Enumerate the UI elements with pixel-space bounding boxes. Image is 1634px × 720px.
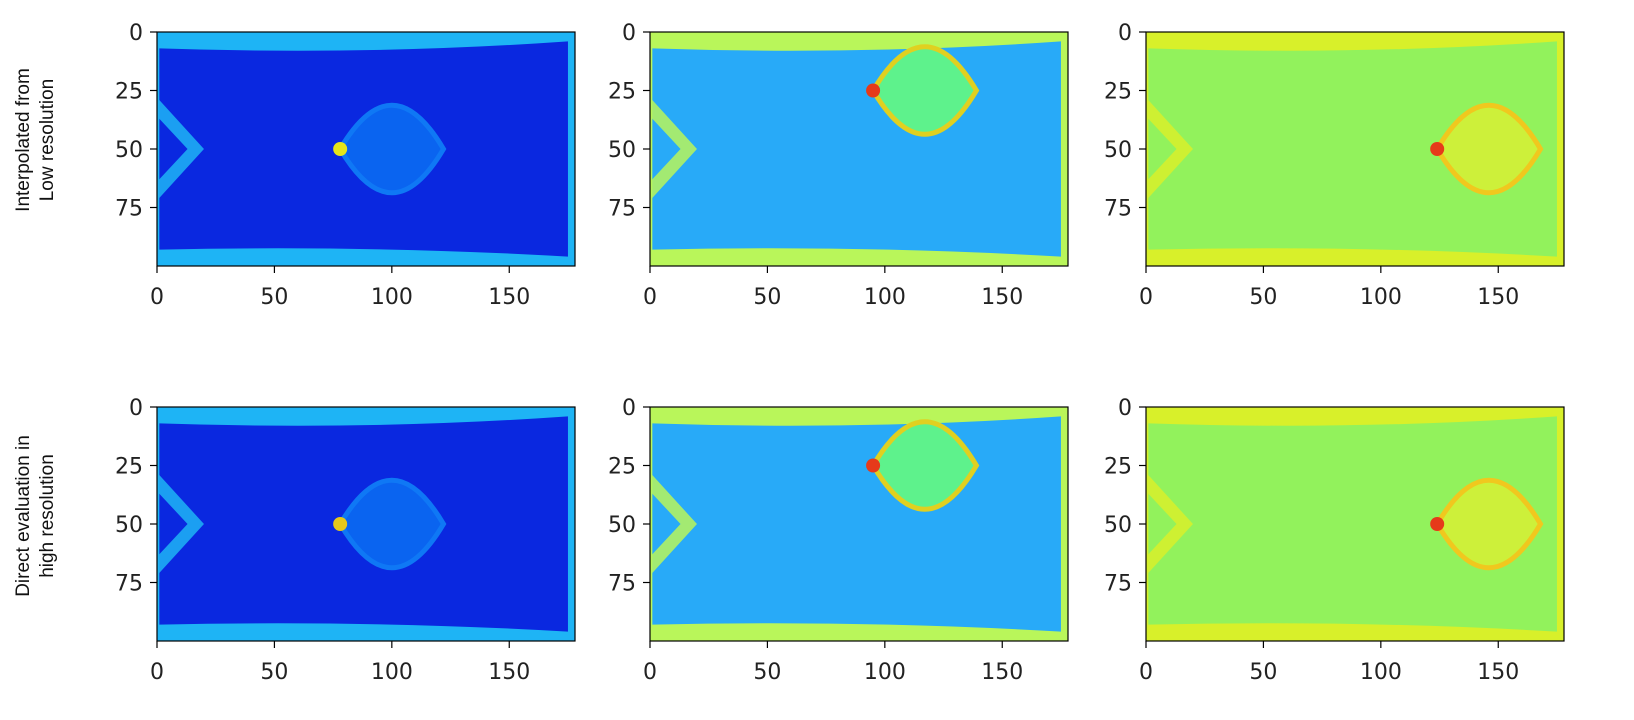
interior-field <box>652 416 1061 632</box>
left-chevron <box>157 472 204 576</box>
y-tick-label: 25 <box>1104 455 1132 480</box>
x-tick-label: 0 <box>150 285 164 310</box>
x-tick-label: 50 <box>260 660 288 685</box>
interior-field <box>1148 416 1557 632</box>
hotspot-point <box>1430 142 1445 156</box>
body-outline <box>870 44 980 137</box>
hotspot-point <box>333 142 348 156</box>
left-chevron <box>1146 472 1193 576</box>
y-tick-label: 50 <box>115 513 143 538</box>
y-tick-label: 50 <box>115 138 143 163</box>
heatmap-panel-5: 0 50 100 150 0 25 50 75 <box>608 396 1069 685</box>
heatmap-panel-1: 0 50 100 150 0 25 50 75 <box>115 21 576 310</box>
heatmap-field <box>650 407 1068 641</box>
left-chevron <box>1146 97 1193 201</box>
body-outline <box>1434 477 1544 571</box>
heatmap-field <box>1146 407 1564 641</box>
x-tick-label: 0 <box>643 285 657 310</box>
x-tick-label: 100 <box>371 285 413 310</box>
y-tick-label: 50 <box>1104 138 1132 163</box>
x-tick-label: 50 <box>260 285 288 310</box>
x-tick-label: 0 <box>150 660 164 685</box>
y-tick-label: 25 <box>115 455 143 480</box>
y-tick-label: 75 <box>608 572 636 597</box>
heatmap-panel-6: 0 50 100 150 0 25 50 75 <box>1104 396 1565 685</box>
x-tick-label: 150 <box>981 660 1023 685</box>
heatmap-panel-2: 0 50 100 150 0 25 50 75 <box>608 21 1069 310</box>
interior-field <box>1148 41 1557 257</box>
x-tick-label: 100 <box>371 660 413 685</box>
x-tick-label: 100 <box>864 660 906 685</box>
panels: 0 50 100 150 0 25 50 75 0 50 100 150 0 25 50 75 0 50 100 15… <box>115 21 1565 685</box>
x-tick-label: 150 <box>1477 285 1519 310</box>
heatmap-panel-4: 0 50 100 150 0 25 50 75 <box>115 396 576 685</box>
x-tick-label: 100 <box>864 285 906 310</box>
body-outline <box>337 102 447 196</box>
y-tick-label: 50 <box>608 513 636 538</box>
heatmap-panel-3: 0 50 100 150 0 25 50 75 <box>1104 21 1565 310</box>
y-tick-label: 0 <box>622 21 636 46</box>
y-tick-label: 25 <box>1104 80 1132 105</box>
y-tick-label: 75 <box>1104 572 1132 597</box>
y-tick-label: 25 <box>115 80 143 105</box>
interior-field <box>652 41 1061 257</box>
heatmap-field <box>650 32 1068 266</box>
x-tick-label: 100 <box>1360 285 1402 310</box>
y-tick-label: 0 <box>1118 21 1132 46</box>
body-outline <box>337 477 447 571</box>
y-tick-label: 50 <box>1104 513 1132 538</box>
y-tick-label: 0 <box>622 396 636 421</box>
row-label-bottom-line-1: Direct evaluation in <box>13 435 34 597</box>
row-label-top-line-2: Low resolution <box>37 79 58 202</box>
y-tick-label: 75 <box>608 197 636 222</box>
y-tick-label: 25 <box>608 455 636 480</box>
y-tick-label: 25 <box>608 80 636 105</box>
x-tick-label: 0 <box>1139 660 1153 685</box>
y-tick-label: 75 <box>1104 197 1132 222</box>
x-tick-label: 50 <box>1249 660 1277 685</box>
x-tick-label: 150 <box>488 660 530 685</box>
x-tick-label: 100 <box>1360 660 1402 685</box>
row-label-bottom-line-2: high resolution <box>37 454 58 578</box>
left-chevron <box>157 97 204 201</box>
hotspot-point <box>1430 517 1445 531</box>
row-labels: Interpolated from Low resolution Direct … <box>13 68 58 597</box>
x-tick-label: 150 <box>488 285 530 310</box>
y-tick-label: 0 <box>1118 396 1132 421</box>
x-tick-label: 0 <box>643 660 657 685</box>
x-tick-label: 50 <box>1249 285 1277 310</box>
x-tick-label: 150 <box>1477 660 1519 685</box>
left-chevron <box>650 472 697 576</box>
x-tick-label: 150 <box>981 285 1023 310</box>
x-tick-label: 50 <box>753 660 781 685</box>
body-outline <box>870 419 980 512</box>
heatmap-field <box>157 407 575 641</box>
left-chevron <box>650 97 697 201</box>
heatmap-field <box>157 32 575 266</box>
y-tick-label: 75 <box>115 572 143 597</box>
y-tick-label: 75 <box>115 197 143 222</box>
y-tick-label: 50 <box>608 138 636 163</box>
y-tick-label: 0 <box>129 21 143 46</box>
x-tick-label: 0 <box>1139 285 1153 310</box>
hotspot-point <box>866 83 881 98</box>
heatmap-field <box>1146 32 1564 266</box>
x-tick-label: 50 <box>753 285 781 310</box>
hotspot-point <box>333 517 348 531</box>
row-label-top-line-1: Interpolated from <box>13 68 34 212</box>
y-tick-label: 0 <box>129 396 143 421</box>
hotspot-point <box>866 458 881 473</box>
body-outline <box>1434 102 1544 196</box>
